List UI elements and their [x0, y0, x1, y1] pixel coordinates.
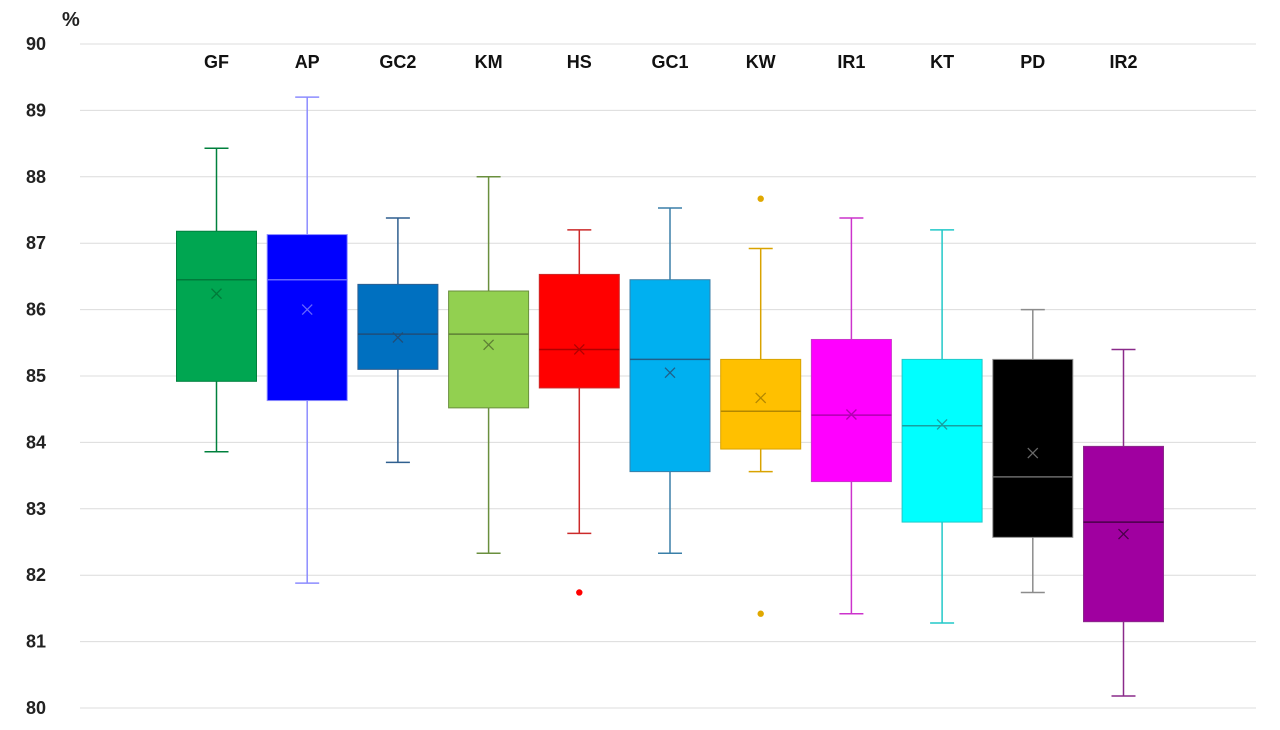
box-iqr-gf [176, 230, 257, 382]
outlier-point-hs-0 [576, 589, 583, 596]
box-group-gf [176, 147, 257, 453]
y-axis-unit-label: % [62, 9, 80, 31]
outlier-point-kw-0 [757, 195, 764, 202]
box-iqr-gc1 [629, 279, 711, 473]
category-label-pd: PD [1020, 52, 1045, 72]
category-label-hs: HS [567, 52, 592, 72]
box-iqr-km [448, 290, 530, 409]
box-group-ir2 [1083, 348, 1164, 697]
mean-marker-stroke-b-kw [755, 392, 767, 404]
mean-marker-stroke-b-km [483, 339, 495, 351]
mean-marker-stroke-b-ir2 [1118, 528, 1129, 540]
box-group-km [448, 176, 530, 555]
category-labels: GF AP GC2 KM HS GC1 KW IR1 KT PD IR2 [204, 52, 1138, 72]
category-label-ir1: IR1 [837, 52, 865, 72]
box-group-hs [538, 229, 620, 596]
category-label-ap: AP [295, 52, 320, 72]
y-tick-label-87: 87 [26, 233, 46, 253]
category-label-gf: GF [204, 52, 229, 72]
mean-marker-gc2 [392, 332, 404, 343]
mean-marker-gc1 [664, 367, 676, 379]
box-group-pd [992, 308, 1074, 594]
mean-marker-gf [211, 288, 222, 300]
y-tick-label-88: 88 [26, 167, 46, 187]
y-tick-label-84: 84 [26, 432, 46, 452]
box-iqr-gc2 [357, 283, 439, 370]
category-label-kw: KW [746, 52, 776, 72]
box-iqr-ir1 [810, 338, 892, 483]
category-label-gc2: GC2 [379, 52, 416, 72]
y-tick-label-85: 85 [26, 366, 46, 386]
mean-marker-stroke-b-hs [573, 343, 585, 355]
y-axis-ticks: 80 81 82 83 84 85 86 87 88 89 90 [26, 34, 46, 718]
mean-marker-kt [936, 419, 948, 430]
mean-marker-hs [573, 343, 585, 355]
y-tick-label-80: 80 [26, 698, 46, 718]
y-tick-label-89: 89 [26, 100, 46, 120]
box-iqr-kt [901, 358, 983, 523]
mean-marker-stroke-b-gc1 [664, 367, 676, 379]
y-tick-label-86: 86 [26, 300, 46, 320]
box-group-gc2 [357, 217, 439, 464]
box-group-kw [720, 195, 802, 617]
mean-marker-kw [755, 392, 767, 404]
category-label-kt: KT [930, 52, 954, 72]
mean-marker-pd [1027, 447, 1039, 459]
y-tick-label-83: 83 [26, 499, 46, 519]
y-tick-label-81: 81 [26, 632, 46, 652]
box-iqr-hs [538, 273, 620, 389]
mean-marker-ir2 [1118, 528, 1129, 540]
category-label-gc1: GC1 [651, 52, 688, 72]
y-tick-label-82: 82 [26, 565, 46, 585]
box-group-kt [901, 229, 983, 624]
box-series [176, 96, 1164, 697]
mean-marker-ir1 [845, 409, 857, 420]
mean-marker-stroke-b-pd [1027, 447, 1039, 459]
mean-marker-stroke-b-kt [936, 419, 948, 430]
mean-marker-stroke-b-ap [301, 304, 313, 316]
box-iqr-ap [266, 234, 348, 402]
outlier-point-kw-1 [757, 610, 764, 617]
box-group-ir1 [810, 217, 892, 615]
mean-marker-stroke-b-ir1 [845, 409, 857, 420]
category-label-ir2: IR2 [1109, 52, 1137, 72]
box-iqr-kw [720, 358, 802, 450]
mean-marker-stroke-b-gc2 [392, 332, 404, 343]
box-group-ap [266, 96, 348, 584]
box-iqr-pd [992, 358, 1074, 538]
mean-marker-km [483, 339, 495, 351]
mean-marker-ap [301, 304, 313, 316]
mean-marker-stroke-b-gf [211, 288, 222, 300]
box-group-gc1 [629, 207, 711, 555]
category-label-km: KM [475, 52, 503, 72]
y-tick-label-90: 90 [26, 34, 46, 54]
